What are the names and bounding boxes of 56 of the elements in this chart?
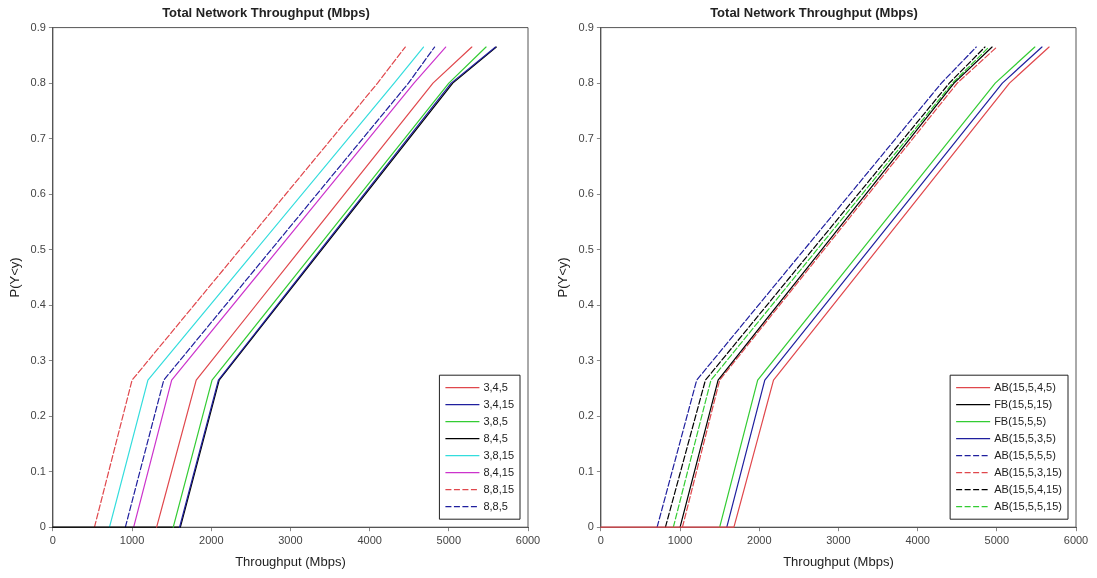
y-tick-label: 0.5	[30, 242, 46, 255]
legend-label: 3,8,5	[483, 414, 508, 427]
legend-label: AB(15,5,5,5)	[994, 448, 1056, 461]
chart-title: Total Network Throughput (Mbps)	[710, 5, 918, 21]
legend-label: 8,8,5	[483, 499, 508, 512]
legend-label: AB(15,5,5,15)	[994, 499, 1062, 512]
y-tick-label: 0.8	[578, 76, 594, 89]
x-tick-label: 5000	[436, 533, 462, 546]
y-tick-label: 0.5	[578, 242, 594, 255]
x-tick-label: 4000	[905, 533, 930, 546]
x-tick-label: 3000	[826, 533, 851, 546]
x-tick-label: 3000	[278, 533, 303, 546]
y-tick-label: 0.7	[30, 131, 46, 144]
x-tick-label: 0	[597, 533, 604, 546]
legend-label: 8,8,15	[483, 482, 515, 495]
x-axis-title: Throughput (Mbps)	[783, 553, 894, 569]
x-tick-label: 2000	[747, 533, 772, 546]
legend-label: AB(15,5,3,15)	[994, 465, 1062, 478]
x-axis-title: Throughput (Mbps)	[235, 553, 346, 569]
y-tick-label: 0.1	[30, 464, 46, 477]
y-tick-label: 0.9	[578, 20, 594, 33]
x-tick-label: 6000	[1063, 533, 1089, 546]
y-tick-label: 0.2	[578, 409, 594, 422]
legend-label: FB(15,5,5)	[994, 414, 1047, 427]
x-tick-label: 5000	[984, 533, 1010, 546]
y-tick-label: 0.7	[578, 131, 594, 144]
y-tick-label: 0.6	[30, 187, 46, 200]
x-tick-label: 1000	[119, 533, 145, 546]
y-tick-label: 0.2	[30, 409, 46, 422]
y-tick-label: 0.4	[578, 298, 594, 311]
legend-label: 3,8,15	[483, 448, 515, 461]
x-tick-label: 4000	[357, 533, 382, 546]
legend-label: AB(15,5,3,5)	[994, 431, 1056, 444]
chart-title: Total Network Throughput (Mbps)	[162, 5, 370, 21]
legend-label: AB(15,5,4,15)	[994, 482, 1062, 495]
y-tick-label: 0.6	[578, 187, 594, 200]
legend-label: 3,4,5	[483, 380, 508, 393]
legend-label: 8,4,5	[483, 431, 508, 444]
x-tick-label: 6000	[515, 533, 541, 546]
y-tick-label: 0	[39, 520, 46, 533]
y-tick-label: 0	[587, 520, 594, 533]
y-tick-label: 0.8	[30, 76, 46, 89]
x-tick-label: 1000	[667, 533, 693, 546]
y-tick-label: 0.4	[30, 298, 46, 311]
legend-label: FB(15,5,15)	[994, 397, 1053, 410]
y-axis-title: P(Y<y)	[555, 257, 571, 298]
y-tick-label: 0.1	[578, 464, 594, 477]
y-tick-label: 0.3	[578, 353, 594, 366]
x-tick-label: 0	[49, 533, 56, 546]
legend-label: 8,4,15	[483, 465, 515, 478]
legend-label: AB(15,5,4,5)	[994, 380, 1056, 393]
legend-label: 3,4,15	[483, 397, 515, 410]
y-axis-title: P(Y<y)	[7, 257, 23, 298]
x-tick-label: 2000	[199, 533, 224, 546]
y-tick-label: 0.9	[30, 20, 46, 33]
y-tick-label: 0.3	[30, 353, 46, 366]
